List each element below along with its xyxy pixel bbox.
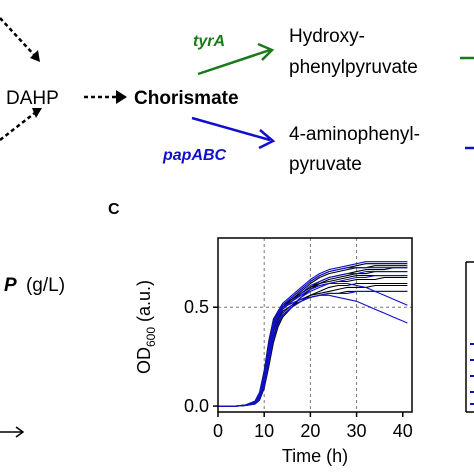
series-line-13 (218, 290, 408, 407)
hydroxyphenylpyruvate-line2: phenylpyruvate (289, 57, 418, 78)
growth-curve-chart: 0 10 20 30 40 0.0 0.5 Time (h) OD600 (a.u.) (134, 237, 413, 466)
panel-c-letter: C (108, 201, 120, 218)
y-tick-label: 0.5 (184, 297, 209, 317)
ticks: 0 10 20 30 40 0.0 0.5 (184, 297, 413, 441)
x-tick-label: 0 (213, 421, 223, 441)
arrowhead (30, 50, 40, 62)
x-axis-label: Time (h) (282, 446, 348, 466)
right-panel-fragment (465, 261, 474, 413)
chorismate-label: Chorismate (134, 88, 239, 109)
arrowhead (32, 108, 42, 118)
y-axis-label-subscript: 600 (144, 327, 158, 347)
tyra-arrow (197, 48, 271, 76)
x-tick-label: 40 (393, 421, 413, 441)
papabc-arrowhead (258, 129, 276, 150)
aminophenylpyruvate-line1: 4-aminophenyl- (289, 124, 420, 145)
x-tick-label: 20 (300, 421, 320, 441)
y-axis-label-suffix: (a.u.) (134, 280, 154, 327)
series-line-8 (218, 290, 408, 407)
arrowhead (116, 90, 127, 104)
series-line-5 (218, 284, 408, 407)
hydroxyphenylpyruvate-line1: Hydroxy- (289, 26, 365, 47)
series-line-16 (218, 271, 408, 407)
series-line-10 (218, 282, 408, 407)
dahp-label: DAHP (6, 88, 59, 109)
series-line-14 (218, 261, 408, 407)
y-axis-label: OD600 (a.u.) (134, 280, 158, 374)
y-tick-label: 0.0 (184, 396, 209, 416)
dashed-arrow-bottom-left (0, 111, 37, 141)
pathway-panel: DAHP Chorismate tyrA papABC Hydroxy- phe… (0, 17, 474, 175)
aminophenylpyruvate-line2: pyruvate (289, 154, 362, 175)
series-lines (218, 261, 408, 407)
tyra-gene-label: tyrA (193, 33, 225, 50)
tyra-arrowhead (257, 42, 275, 61)
plot-frame (217, 237, 413, 413)
p-symbol: P (4, 275, 17, 296)
x-tick-label: 10 (254, 421, 274, 441)
x-tick-label: 30 (347, 421, 367, 441)
left-panel-fragment: P (g/L) (0, 275, 65, 438)
dashed-arrow-top-left (0, 17, 37, 58)
left-axis-arrowhead (15, 426, 25, 438)
papabc-gene-label: papABC (162, 147, 227, 164)
series-line-3 (218, 282, 408, 407)
p-unit: (g/L) (26, 275, 65, 296)
series-line-15 (218, 294, 408, 407)
p-axis-label: P (g/L) (4, 275, 65, 296)
y-axis-label-main: OD (134, 347, 154, 374)
papabc-arrow (191, 116, 271, 142)
